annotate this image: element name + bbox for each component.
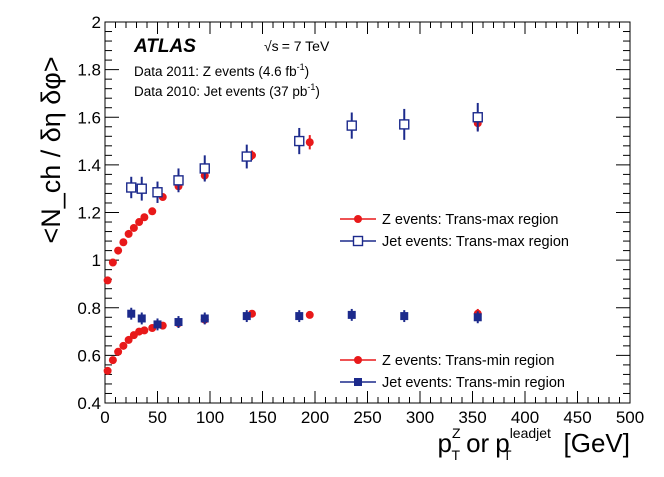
- data-z-label: Data 2011: Z events (4.6 fb-1): [134, 62, 309, 79]
- x-tick-label: 450: [563, 408, 591, 427]
- data-point: [473, 313, 482, 322]
- y-tick-label: 1.6: [77, 108, 101, 127]
- data-point: [152, 187, 163, 198]
- data-point: [399, 119, 410, 130]
- data-point: [119, 341, 128, 350]
- data-point: [129, 223, 138, 232]
- data-point: [127, 309, 136, 318]
- y-axis-label-text: <N_ch / δη δφ>: [36, 56, 66, 243]
- data-point: [472, 112, 483, 123]
- legend-label: Jet events: Trans-min region: [382, 375, 565, 391]
- data-point: [135, 218, 144, 227]
- data-point: [199, 163, 210, 174]
- y-tick-label: 1.8: [77, 61, 101, 80]
- data-point: [400, 312, 409, 321]
- x-tick-label: 100: [196, 408, 224, 427]
- data-point: [114, 246, 123, 255]
- data-point: [140, 326, 149, 335]
- x-tick-label: 400: [511, 408, 539, 427]
- x-tick-label: 350: [458, 408, 486, 427]
- data-point: [114, 347, 123, 356]
- data-point: [305, 310, 314, 319]
- data-point: [137, 314, 146, 323]
- data-point: [305, 138, 314, 147]
- x-tick-label: 0: [100, 408, 109, 427]
- y-tick-label: 0.8: [77, 299, 101, 318]
- atlas-label: ATLAS: [133, 36, 196, 57]
- data-point: [295, 312, 304, 321]
- tick-labels: 0 50 100 150 200 250 300 350 400 450 500 0.4 0.6 0.8 1…: [77, 13, 644, 427]
- x-tick-label: 300: [406, 408, 434, 427]
- legend-upper: Z events: Trans-max region Jet events: Tr…: [340, 212, 569, 250]
- legend-marker: [354, 378, 362, 386]
- data-point: [108, 258, 117, 267]
- x-tick-label: 150: [248, 408, 276, 427]
- x-tick-label: 50: [148, 408, 167, 427]
- data-point: [241, 151, 252, 162]
- legend-marker: [354, 215, 362, 223]
- data-point: [200, 314, 209, 323]
- data-point: [136, 183, 147, 194]
- energy-label: √s = 7 TeV: [264, 38, 330, 54]
- data-series: [103, 102, 483, 375]
- legend-label: Jet events: Trans-max region: [382, 234, 569, 250]
- y-axis-label: <N_ch / δη δφ>: [36, 56, 66, 243]
- data-point: [103, 366, 112, 375]
- data-point: [242, 312, 251, 321]
- data-point: [103, 276, 112, 285]
- legend-marker: [352, 235, 364, 247]
- legend-label: Z events: Trans-min region: [382, 353, 554, 369]
- x-tick-label: 250: [353, 408, 381, 427]
- data-jet-label: Data 2010: Jet events (37 pb-1): [134, 82, 320, 99]
- x-tick-label: 200: [301, 408, 329, 427]
- y-tick-label: 1: [92, 251, 101, 270]
- x-tick-label: 500: [616, 408, 644, 427]
- legend-marker: [354, 356, 362, 364]
- data-point: [126, 182, 137, 193]
- data-point: [347, 310, 356, 319]
- data-point: [140, 213, 149, 222]
- data-point: [346, 120, 357, 131]
- data-point: [108, 356, 117, 365]
- data-point: [124, 335, 133, 344]
- y-tick-label: 1.4: [77, 156, 101, 175]
- axis-ticks: [104, 21, 631, 404]
- data-point: [124, 229, 133, 238]
- series-2: [126, 102, 483, 203]
- series-4: [127, 307, 482, 331]
- data-point: [174, 318, 183, 327]
- data-point: [119, 238, 128, 247]
- y-tick-label: 0.4: [77, 394, 101, 413]
- legend-lower: Z events: Trans-min region Jet events: Tr…: [340, 353, 565, 391]
- legend-label: Z events: Trans-max region: [382, 212, 559, 228]
- data-point: [173, 175, 184, 186]
- y-tick-label: 0.6: [77, 346, 101, 365]
- data-point: [153, 320, 162, 329]
- data-point: [294, 135, 305, 147]
- y-tick-label: 2: [92, 13, 101, 32]
- y-tick-label: 1.2: [77, 204, 101, 223]
- data-point: [148, 207, 157, 216]
